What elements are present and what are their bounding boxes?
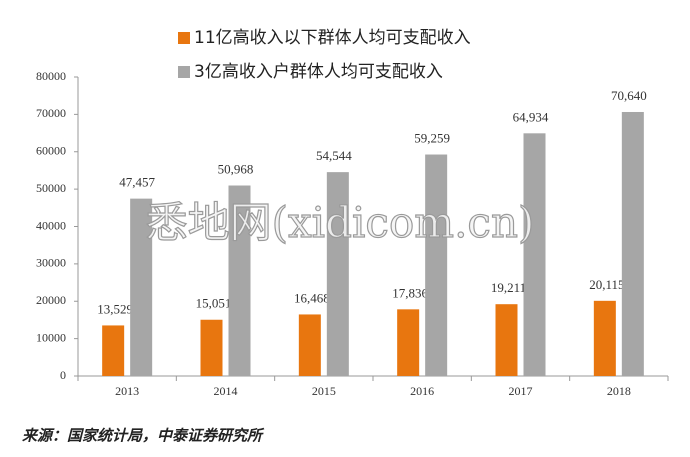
x-tick-label: 2018: [607, 384, 631, 398]
bar: [102, 325, 125, 376]
value-label: 17,836: [392, 285, 428, 300]
value-label: 59,259: [414, 131, 450, 146]
value-label: 50,968: [218, 161, 254, 176]
y-tick-label: 0: [60, 368, 66, 382]
bar: [298, 314, 321, 376]
legend-swatch: [178, 66, 190, 78]
y-tick-label: 50000: [36, 181, 66, 195]
legend-swatch: [178, 32, 190, 44]
y-tick-label: 20000: [36, 293, 66, 307]
watermark: 悉地网(xidicom.cn): [146, 198, 535, 247]
x-tick-label: 2014: [214, 384, 238, 398]
y-tick-label: 40000: [36, 218, 66, 232]
source-note: 来源：国家统计局，中泰证券研究所: [22, 427, 265, 445]
x-tick-label: 2015: [312, 384, 336, 398]
bar: [425, 154, 448, 376]
bar: [621, 111, 644, 376]
value-label: 20,115: [589, 277, 624, 292]
legend-label: 11亿高收入以下群体人均可支配收入: [194, 28, 471, 48]
y-tick-label: 60000: [36, 144, 66, 158]
y-tick-label: 10000: [36, 330, 66, 344]
value-label: 70,640: [611, 88, 647, 103]
bar: [495, 304, 518, 376]
bar: [593, 300, 616, 376]
x-tick-label: 2017: [509, 384, 533, 398]
value-label: 15,051: [196, 296, 232, 311]
value-label: 13,529: [97, 301, 133, 316]
x-tick-label: 2016: [410, 384, 434, 398]
bar: [326, 172, 349, 376]
bar: [130, 198, 153, 376]
value-label: 16,468: [294, 290, 330, 305]
value-label: 47,457: [119, 175, 155, 190]
value-label: 19,211: [491, 280, 526, 295]
value-label: 54,544: [316, 148, 352, 163]
x-tick-label: 2013: [115, 384, 139, 398]
y-tick-label: 30000: [36, 256, 66, 270]
bar: [397, 309, 420, 376]
y-tick-label: 80000: [36, 69, 66, 83]
value-label: 64,934: [513, 109, 549, 124]
bar: [523, 133, 546, 376]
bar: [200, 319, 223, 376]
bar: [228, 185, 251, 376]
legend-label: 3亿高收入户群体人均可支配收入: [194, 62, 443, 82]
y-tick-label: 70000: [36, 106, 66, 120]
